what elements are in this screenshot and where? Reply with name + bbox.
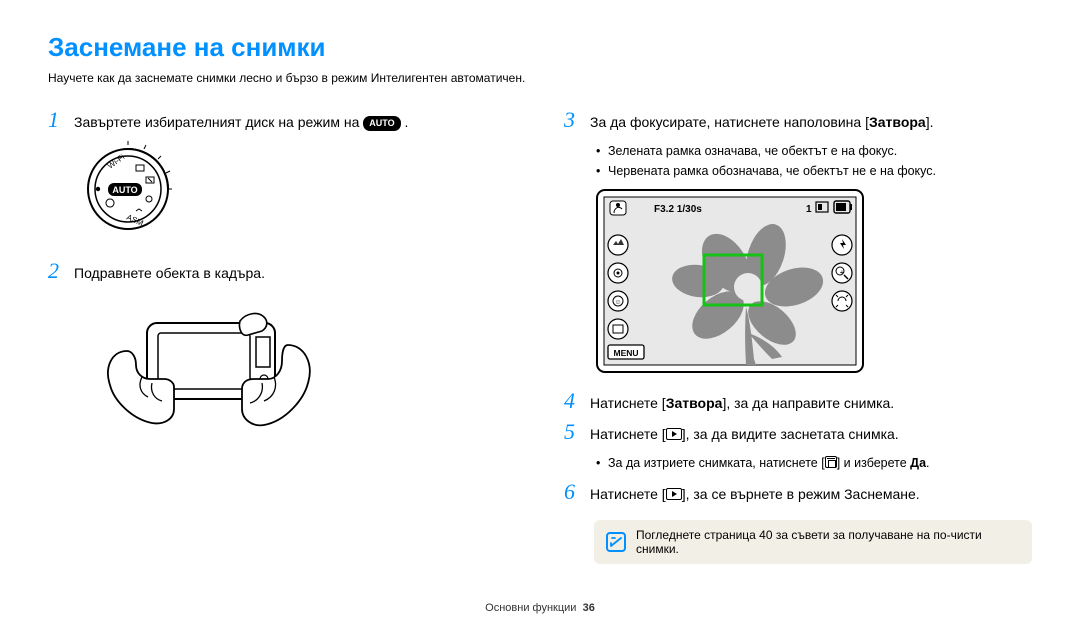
step-6: 6 Натиснете [ ], за се върнете в режим За… [564,481,1032,505]
s4-t2: ], за да направите снимка. [722,395,894,411]
b5-bold: Да [910,456,926,470]
b5-t2: ] и изберете [837,456,910,470]
camera-holding-illustration [92,291,516,444]
step-number: 2 [48,260,64,282]
step-text: Натиснете [ ], за се върнете в режим Засн… [590,481,920,505]
step-text: Подравнете обекта в кадъра. [74,260,265,284]
left-column: 1 Завъртете избирателният диск на режим … [48,109,516,564]
step3-bullets: Зелената рамка означава, че обектът е на… [596,141,1032,181]
footer-page: 36 [583,602,595,614]
s3-before: За да фокусирате, натиснете наполовина [ [590,114,869,130]
menu-label: MENU [613,348,638,358]
right-column: 3 За да фокусирате, натиснете наполовина… [564,109,1032,564]
trash-icon [825,456,837,468]
s3-bold: Затвора [869,114,926,130]
auto-badge: AUTO [363,116,400,131]
step-5: 5 Натиснете [ ], за да видите заснетата с… [564,421,1032,445]
right-icons: + [832,235,852,311]
step-1: 1 Завъртете избирателният диск на режим … [48,109,516,133]
tip-box: Погледнете страница 40 за съвети за полу… [594,520,1032,564]
step-2: 2 Подравнете обекта в кадъра. [48,260,516,284]
step1-after: . [401,114,409,130]
s4-bold: Затвора [666,395,723,411]
step-number: 1 [48,109,64,131]
dial-auto-label: AUTO [112,185,137,195]
s5-t1: Натиснете [ [590,426,666,442]
b5-t3: . [926,456,929,470]
bullet: Червената рамка обозначава, че обектът н… [596,161,1032,181]
page-title: Заснемане на снимки [48,32,1032,63]
playback-icon [666,428,682,440]
step-4: 4 Натиснете [Затвора], за да направите с… [564,390,1032,414]
s4-t1: Натиснете [ [590,395,666,411]
s6-t1: Натиснете [ [590,486,666,502]
page-footer: Основни функции 36 [0,602,1080,614]
svg-text:☺: ☺ [614,299,621,306]
s5-t2: ], за да видите заснетата снимка. [682,426,899,442]
step-text: Натиснете [Затвора], за да направите сни… [590,390,894,414]
playback-icon [666,488,682,500]
tip-text: Погледнете страница 40 за съвети за полу… [636,528,1020,556]
step1-before: Завъртете избирателният диск на режим на [74,114,363,130]
mode-dial-illustration: AUTO Wi-Fi ASM [76,141,516,240]
camera-screen-preview: F3.2 1/30s 1 ☺ [596,189,1032,376]
tip-icon [606,532,626,552]
step5-bullets: За да изтриете снимката, натиснете [ ] и … [596,453,1032,473]
footer-label: Основни функции [485,602,576,614]
s3-after: ]. [926,114,934,130]
count-text: 1 [806,204,812,215]
step-number: 6 [564,481,580,503]
s6-t2: ], за се върнете в режим Заснемане. [682,486,920,502]
step-number: 3 [564,109,580,131]
b5-t1: За да изтриете снимката, натиснете [ [608,456,825,470]
step-text: Завъртете избирателният диск на режим на… [74,109,408,133]
bullet: Зелената рамка означава, че обектът е на… [596,141,1032,161]
step-text: За да фокусирате, натиснете наполовина [… [590,109,934,133]
page-subtitle: Научете как да заснемате снимки лесно и … [48,71,1032,85]
step-number: 5 [564,421,580,443]
svg-text:+: + [840,268,845,277]
step-number: 4 [564,390,580,412]
step-3: 3 За да фокусирате, натиснете наполовина… [564,109,1032,133]
step-text: Натиснете [ ], за да видите заснетата сни… [590,421,899,445]
content-columns: 1 Завъртете избирателният диск на режим … [48,109,1032,564]
exposure-text: F3.2 1/30s [654,204,702,215]
bullet: За да изтриете снимката, натиснете [ ] и … [596,453,1032,473]
